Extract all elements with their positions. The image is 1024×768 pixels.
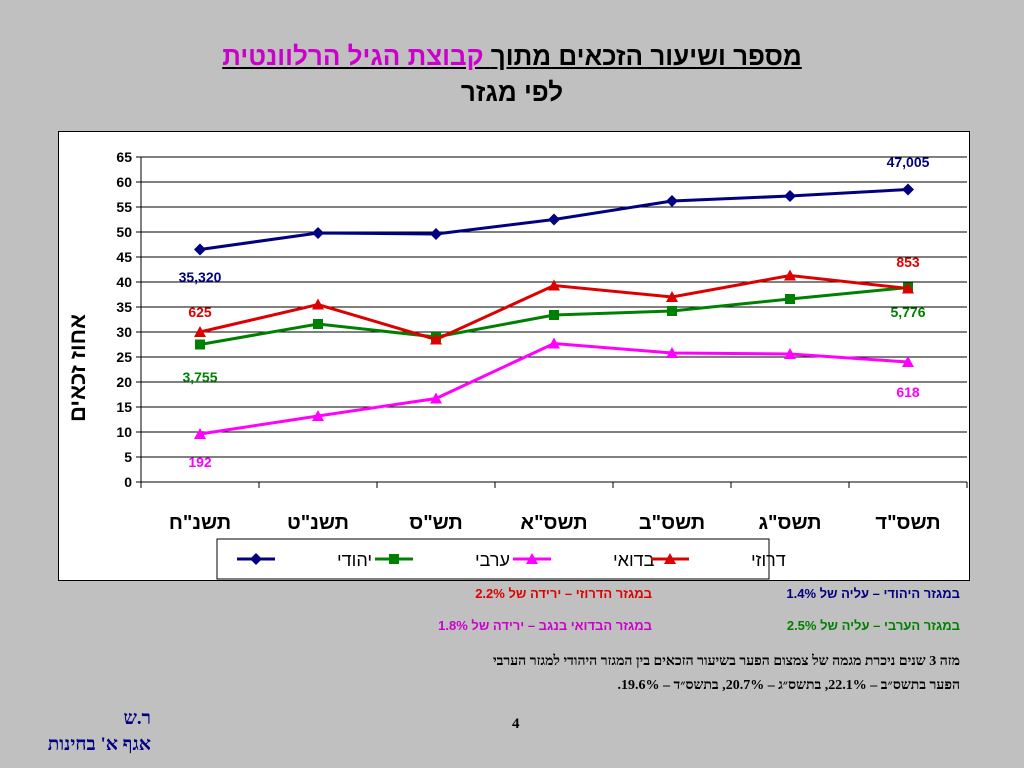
annotation-layer: 35,320 625 3,755 192 47,005 853 5,776 618 [179,154,930,470]
y-tick-label-30: 30 [116,324,132,340]
series-3 [194,269,914,345]
series-3-point-5 [784,269,796,281]
title-prefix: מספר ושיעור הזכאים מתוך [490,41,802,71]
legend-swatch-marker-1 [389,554,399,564]
summary-line-1: מזה 3 שנים ניכרת מגמה של צמצום הפער בשיע… [492,654,960,669]
series-3-point-2 [430,333,442,345]
series-2-point-6 [902,356,914,367]
legend-label-1: ערבי [475,550,510,570]
note-druze: במגזר הדרוזי – ירידה של 2.2% [475,586,652,601]
series-0-point-1 [312,227,324,239]
title-highlight: קבוצת הגיל הרלוונטית [222,41,484,71]
data-label-2: 3,755 [182,369,217,385]
summary-text: מזה 3 שנים ניכרת מגמה של צמצום הפער בשיע… [260,650,960,698]
x-tick-label-0: תשנ"ח [169,512,231,534]
series-3-point-4 [666,291,678,302]
series-0-point-3 [548,213,560,226]
series-2-point-4 [666,347,678,358]
x-tick-label-4: תשס"ב [639,512,705,534]
series-layer [194,183,914,439]
series-0 [194,183,914,256]
series-1-point-1 [313,319,323,329]
series-0-point-5 [784,190,796,202]
data-label-7: 618 [896,384,920,400]
signature: ר.ש אגף א' בחינות [6,706,151,758]
y-tick-label-55: 55 [116,199,132,215]
y-tick-label-50: 50 [116,224,132,240]
title-line-1: מספר ושיעור הזכאים מתוך קבוצת הגיל הרלוו… [0,38,1024,74]
data-label-4: 47,005 [887,154,930,170]
legend-item-0: יהודי [237,550,372,570]
legend-item-1: ערבי [375,550,510,570]
series-0-point-4 [666,195,678,207]
series-1-point-3 [549,310,559,320]
y-axis: 0 5 10 15 20 25 30 35 40 45 50 55 60 65 [116,149,142,490]
series-3-point-1 [312,298,324,310]
note-bedouin: במגזר הבדואי בנגב – ירידה של 1.8% [438,618,652,633]
y-axis-label: אחוז זכאים [65,314,90,422]
series-1-point-5 [785,294,795,304]
legend-swatch-marker-2 [526,553,538,564]
series-1-point-0 [195,339,205,350]
signature-line-2: אגף א' בחינות [47,734,151,755]
series-2-point-0 [194,428,206,439]
series-3-point-6 [902,282,914,294]
note-arab: במגזר הערבי – עליה של 2.5% [786,618,960,633]
y-tick-label-0: 0 [124,474,132,490]
series-2-point-3 [548,337,560,349]
y-tick-label-45: 45 [116,249,132,265]
chart-container: 0 5 10 15 20 25 30 35 40 45 50 55 60 65 תשנ"ח תשנ"ט תש"… [58,131,970,581]
x-tick-label-2: תש"ס [409,512,463,534]
data-label-1: 625 [188,304,212,320]
note-jewish: במגזר היהודי – עליה של 1.4% [786,586,960,601]
y-tick-label-10: 10 [116,424,132,440]
series-2-point-2 [430,392,442,404]
title-line-2: לפי מגזר [460,77,564,107]
legend-swatch-marker-0 [250,553,262,565]
legend-swatch-marker-3 [664,553,676,564]
y-tick-label-15: 15 [116,399,132,415]
series-2-point-1 [312,410,324,421]
page-title: מספר ושיעור הזכאים מתוך קבוצת הגיל הרלוו… [0,38,1024,110]
signature-line-1: ר.ש [123,708,151,729]
series-3-point-3 [548,279,560,291]
series-2 [194,337,914,439]
legend-item-2: בדואי [513,550,655,570]
grid-lines [141,156,967,458]
y-tick-label-20: 20 [116,374,132,390]
data-label-5: 853 [896,254,920,270]
line-chart: 0 5 10 15 20 25 30 35 40 45 50 55 60 65 תשנ"ח תשנ"ט תש"… [65,149,968,580]
data-label-3: 192 [188,454,212,470]
series-0-point-6 [902,183,914,196]
series-3-point-0 [194,326,206,337]
page-number: 4 [512,716,520,732]
y-tick-label-65: 65 [116,149,132,165]
x-axis: תשנ"ח תשנ"ט תש"ס תשס"א תשס"ב תשס"ג תשס"ד [140,481,968,534]
legend-item-3: דרוזי [651,550,786,570]
legend-label-0: יהודי [337,550,372,570]
data-label-0: 35,320 [179,269,222,285]
x-tick-label-1: תשנ"ט [287,512,349,534]
data-label-6: 5,776 [890,304,925,320]
x-tick-label-6: תשס"ד [875,512,940,534]
legend-label-3: דרוזי [751,550,786,570]
legend-label-2: בדואי [613,550,655,570]
legend: יהודי ערבי בדואי דרוזי [216,538,786,580]
series-0-point-2 [430,228,442,240]
summary-line-2: הפער בתשס״ב – 22.1%, בתשס״ג – 20.7%, בתש… [617,678,960,693]
x-tick-label-3: תשס"א [520,512,587,534]
series-2-point-5 [784,348,796,359]
y-tick-label-40: 40 [116,274,132,290]
x-tick-label-5: תשס"ג [758,512,821,534]
series-0-point-0 [194,243,206,256]
y-tick-label-60: 60 [116,174,132,190]
series-1-point-4 [667,306,677,316]
y-tick-label-35: 35 [116,299,132,315]
y-tick-label-5: 5 [124,449,132,465]
y-tick-label-25: 25 [116,349,132,365]
